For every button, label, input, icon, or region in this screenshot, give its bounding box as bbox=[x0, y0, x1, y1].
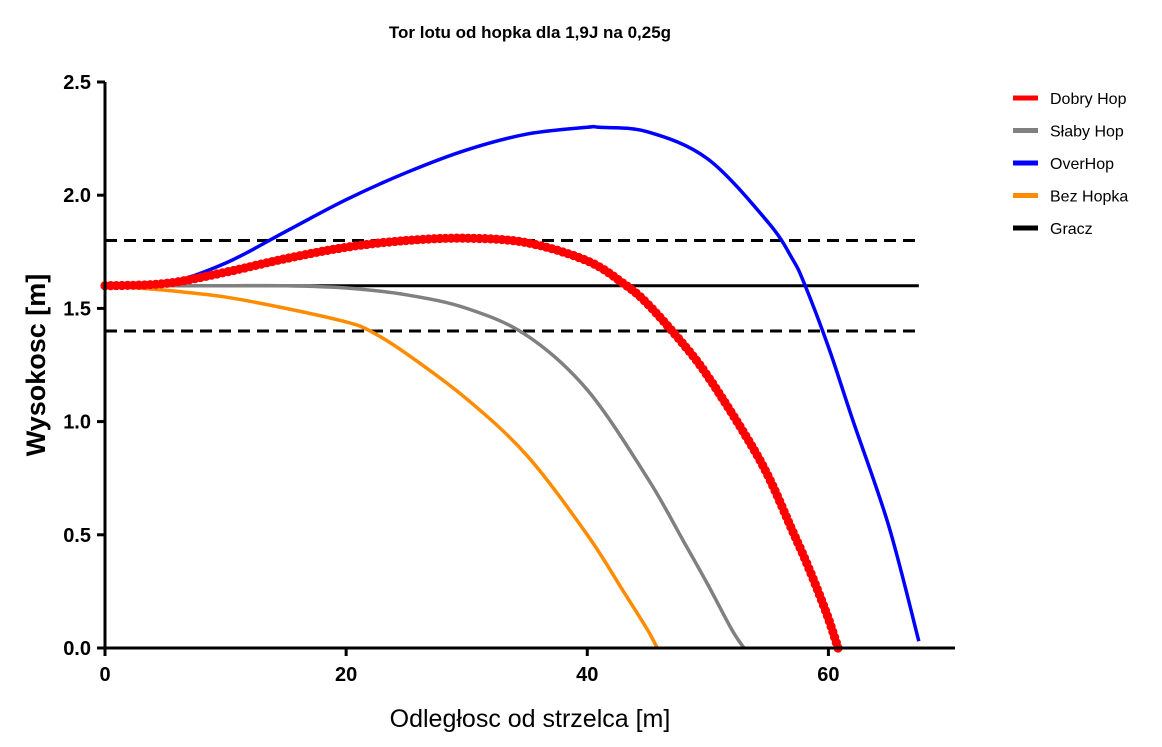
series-line-overhop bbox=[104, 124, 921, 642]
legend-label-dobry-hop: Dobry Hop bbox=[1050, 91, 1127, 108]
legend-label-overhop: OverHop bbox=[1050, 156, 1114, 173]
y-tick-label: 2.0 bbox=[63, 185, 91, 207]
series-line-slaby-hop bbox=[105, 283, 746, 649]
chart-title: Tor lotu od hopka dla 1,9J na 0,25g bbox=[389, 23, 671, 42]
series-line-dobry-hop bbox=[104, 236, 840, 649]
series-line-bez-hopka bbox=[104, 284, 659, 649]
y-tick-label: 1.0 bbox=[63, 412, 91, 434]
legend-label-gracz: Gracz bbox=[1050, 221, 1093, 238]
plot-area bbox=[100, 124, 921, 653]
x-tick-label: 40 bbox=[576, 664, 598, 686]
legend-label-bez-hopka: Bez Hopka bbox=[1050, 189, 1128, 206]
y-tick-label: 0.0 bbox=[63, 638, 91, 660]
axes: 0 20 40 60 0.0 0.5 1.0 1.5 2.0 2.5 bbox=[63, 72, 955, 686]
y-tick-label: 2.5 bbox=[63, 72, 91, 94]
legend-label-slaby-hop: Słaby Hop bbox=[1050, 124, 1124, 141]
y-tick-label: 0.5 bbox=[63, 525, 91, 547]
x-axis-label: Odległosc od strzelca [m] bbox=[390, 705, 671, 733]
legend: Dobry Hop Słaby Hop OverHop Bez Hopka Gracz bbox=[1013, 91, 1128, 238]
x-tick-label: 60 bbox=[817, 664, 839, 686]
y-tick-label: 1.5 bbox=[63, 298, 91, 320]
x-tick-label: 0 bbox=[99, 664, 110, 686]
x-tick-label: 20 bbox=[335, 664, 357, 686]
y-axis-label: Wysokosc [m] bbox=[21, 274, 51, 457]
